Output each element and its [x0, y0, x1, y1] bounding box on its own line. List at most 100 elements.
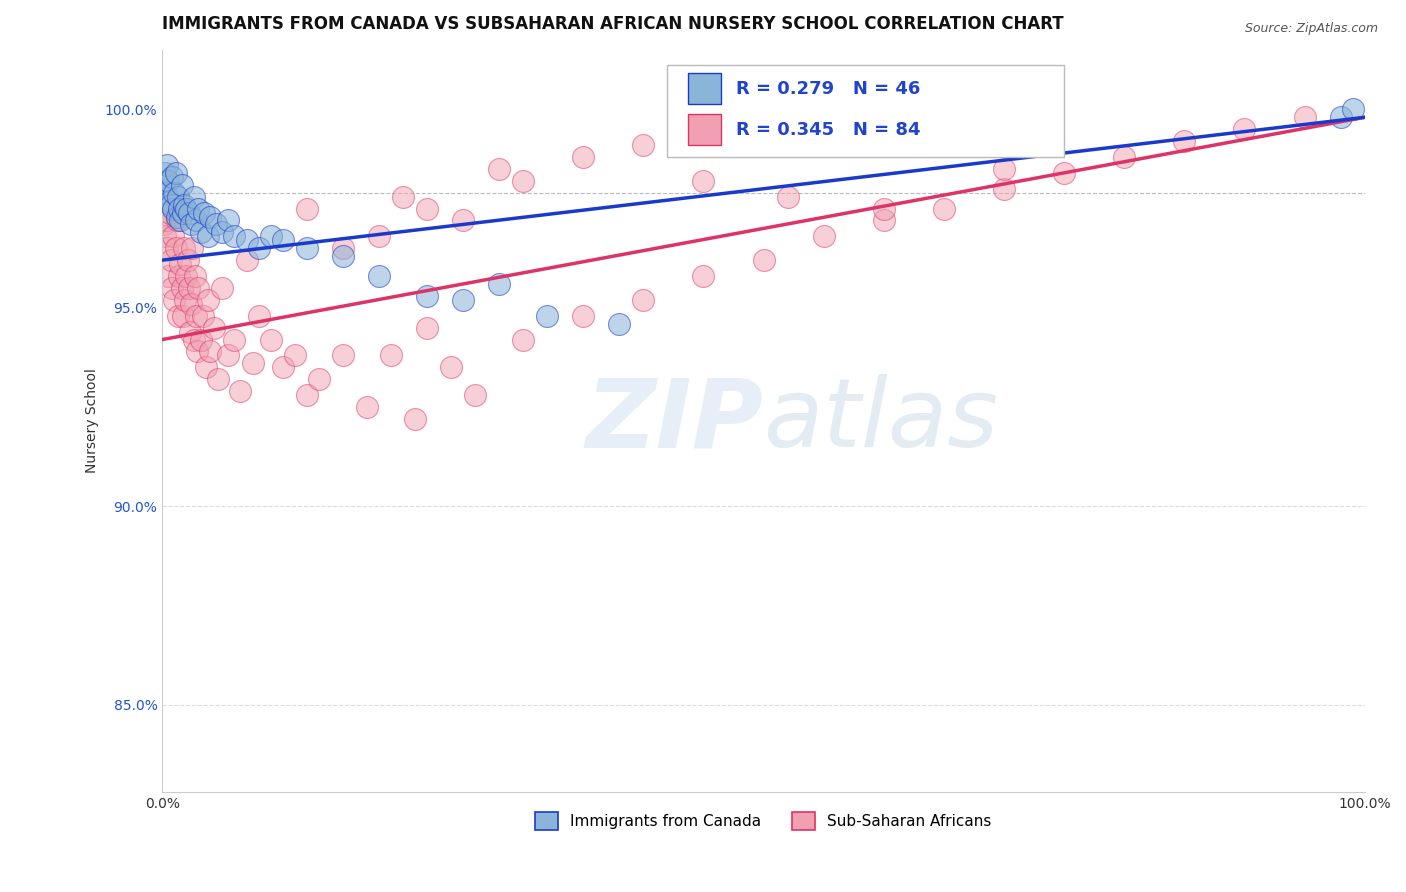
Point: [247, 241, 270, 255]
Point: [356, 400, 378, 414]
Point: [176, 253, 198, 268]
Point: [167, 202, 190, 216]
Point: [200, 210, 222, 224]
Point: [160, 281, 183, 295]
Y-axis label: Nursery School: Nursery School: [86, 368, 100, 474]
Point: [180, 297, 202, 311]
Point: [1053, 166, 1076, 180]
Point: [177, 281, 200, 295]
Point: [332, 348, 354, 362]
Point: [159, 253, 181, 268]
Point: [173, 197, 195, 211]
Point: [416, 289, 439, 303]
Point: [295, 202, 318, 216]
Point: [1341, 103, 1364, 117]
Point: [211, 281, 233, 295]
Point: [197, 293, 219, 307]
Point: [217, 348, 239, 362]
Point: [488, 161, 510, 176]
Point: [167, 268, 190, 283]
Point: [873, 213, 896, 227]
Point: [1114, 150, 1136, 164]
Point: [391, 189, 413, 203]
Point: [259, 333, 281, 347]
Point: [1294, 111, 1316, 125]
Point: [271, 233, 294, 247]
Point: [536, 309, 558, 323]
Point: [155, 213, 177, 227]
Point: [284, 348, 307, 362]
Point: [380, 348, 402, 362]
Point: [190, 333, 212, 347]
Point: [633, 138, 655, 153]
Point: [156, 158, 179, 172]
Point: [512, 174, 534, 188]
Point: [367, 229, 389, 244]
Point: [813, 229, 835, 244]
Point: [242, 356, 264, 370]
Point: [166, 210, 188, 224]
Point: [184, 268, 207, 283]
FancyBboxPatch shape: [668, 65, 1064, 158]
Point: [259, 229, 281, 244]
Point: [172, 309, 194, 323]
Point: [167, 189, 190, 203]
Point: [170, 178, 193, 192]
Point: [211, 226, 233, 240]
Point: [692, 174, 714, 188]
Point: [163, 186, 186, 200]
Text: R = 0.345   N = 84: R = 0.345 N = 84: [735, 120, 921, 138]
Point: [183, 333, 205, 347]
Point: [169, 213, 191, 227]
Point: [181, 241, 204, 255]
Point: [308, 372, 330, 386]
Legend: Immigrants from Canada, Sub-Saharan Africans: Immigrants from Canada, Sub-Saharan Afri…: [529, 805, 998, 837]
Point: [159, 194, 181, 208]
FancyBboxPatch shape: [688, 73, 721, 104]
Point: [194, 360, 217, 375]
Point: [187, 202, 209, 216]
Point: [235, 233, 257, 247]
Point: [162, 229, 184, 244]
Point: [152, 178, 174, 192]
Point: [169, 257, 191, 271]
Point: [174, 293, 197, 307]
Point: [932, 202, 955, 216]
Point: [160, 169, 183, 184]
Point: [167, 309, 190, 323]
FancyBboxPatch shape: [688, 114, 721, 145]
Point: [159, 197, 181, 211]
Point: [177, 205, 200, 219]
Point: [247, 309, 270, 323]
Point: [224, 333, 246, 347]
Text: R = 0.279   N = 46: R = 0.279 N = 46: [735, 79, 921, 97]
Point: [512, 333, 534, 347]
Point: [235, 253, 257, 268]
Point: [173, 241, 195, 255]
Point: [166, 213, 188, 227]
Point: [155, 186, 177, 200]
Point: [295, 388, 318, 402]
Point: [193, 309, 215, 323]
Point: [440, 360, 463, 375]
Point: [229, 384, 252, 398]
Point: [1173, 134, 1195, 148]
Point: [295, 241, 318, 255]
Point: [176, 202, 198, 216]
Point: [153, 166, 176, 180]
Point: [159, 205, 181, 219]
Point: [993, 161, 1015, 176]
Point: [451, 293, 474, 307]
Point: [197, 229, 219, 244]
Point: [180, 218, 202, 232]
Point: [488, 277, 510, 291]
Point: [993, 182, 1015, 196]
Point: [187, 281, 209, 295]
Point: [165, 166, 187, 180]
Point: [1233, 122, 1256, 136]
Point: [165, 241, 187, 255]
Point: [692, 268, 714, 283]
Point: [873, 202, 896, 216]
Point: [190, 226, 212, 240]
Point: [464, 388, 486, 402]
